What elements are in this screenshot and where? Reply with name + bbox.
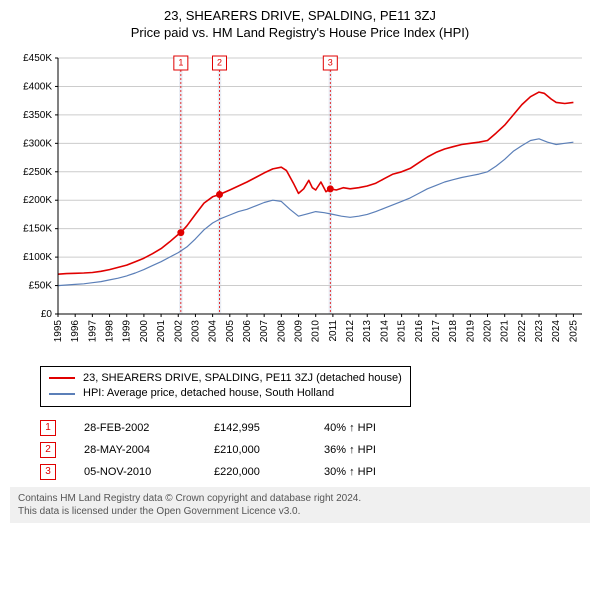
svg-text:2020: 2020 <box>483 319 494 342</box>
sale-date: 28-FEB-2002 <box>84 422 214 434</box>
legend-box: 23, SHEARERS DRIVE, SPALDING, PE11 3ZJ (… <box>40 366 411 407</box>
svg-text:2003: 2003 <box>190 319 201 342</box>
svg-text:1996: 1996 <box>70 319 81 342</box>
svg-text:2012: 2012 <box>345 319 356 342</box>
svg-text:£150K: £150K <box>23 223 52 234</box>
svg-text:2014: 2014 <box>379 319 390 342</box>
svg-text:2006: 2006 <box>242 319 253 342</box>
sale-price: £210,000 <box>214 444 324 456</box>
svg-text:2024: 2024 <box>551 319 562 342</box>
svg-text:2021: 2021 <box>500 319 511 342</box>
svg-text:2000: 2000 <box>139 319 150 342</box>
svg-text:2010: 2010 <box>311 319 322 342</box>
sales-table: 1 28-FEB-2002 £142,995 40% ↑ HPI 2 28-MA… <box>40 417 590 483</box>
svg-text:2023: 2023 <box>534 319 545 342</box>
svg-text:£300K: £300K <box>23 138 52 149</box>
svg-text:1995: 1995 <box>53 319 64 342</box>
svg-text:1998: 1998 <box>105 319 116 342</box>
svg-text:2005: 2005 <box>225 319 236 342</box>
legend-label: HPI: Average price, detached house, Sout… <box>83 386 334 401</box>
svg-text:2025: 2025 <box>568 319 579 342</box>
svg-text:2013: 2013 <box>362 319 373 342</box>
sale-marker-box: 3 <box>40 464 56 480</box>
svg-text:2001: 2001 <box>156 319 167 342</box>
sale-delta: 36% ↑ HPI <box>324 444 444 456</box>
svg-text:1999: 1999 <box>122 319 133 342</box>
svg-text:£250K: £250K <box>23 167 52 178</box>
sales-row: 3 05-NOV-2010 £220,000 30% ↑ HPI <box>40 461 590 483</box>
sale-marker-box: 1 <box>40 420 56 436</box>
legend-row: HPI: Average price, detached house, Sout… <box>49 386 402 401</box>
svg-text:2016: 2016 <box>414 319 425 342</box>
svg-text:£450K: £450K <box>23 53 52 64</box>
sale-delta: 40% ↑ HPI <box>324 422 444 434</box>
svg-text:3: 3 <box>328 57 333 67</box>
legend-swatch <box>49 393 75 395</box>
svg-text:2015: 2015 <box>397 319 408 342</box>
footer-line: Contains HM Land Registry data © Crown c… <box>18 492 582 505</box>
svg-text:2002: 2002 <box>173 319 184 342</box>
chart-svg: £0 £50K £100K £150K £200K £250K £300K £350K £400… <box>10 50 590 360</box>
svg-text:2022: 2022 <box>517 319 528 342</box>
chart-area: £0 £50K £100K £150K £200K £250K £300K £350K £400… <box>10 50 590 360</box>
sales-row: 1 28-FEB-2002 £142,995 40% ↑ HPI <box>40 417 590 439</box>
svg-text:2009: 2009 <box>294 319 305 342</box>
sale-date: 28-MAY-2004 <box>84 444 214 456</box>
svg-text:£350K: £350K <box>23 110 52 121</box>
title-line-1: 23, SHEARERS DRIVE, SPALDING, PE11 3ZJ <box>10 8 590 25</box>
legend-label: 23, SHEARERS DRIVE, SPALDING, PE11 3ZJ (… <box>83 371 402 386</box>
legend-swatch <box>49 377 75 379</box>
svg-text:£400K: £400K <box>23 81 52 92</box>
svg-text:1997: 1997 <box>87 319 98 342</box>
svg-text:2011: 2011 <box>328 319 339 341</box>
svg-text:2018: 2018 <box>448 319 459 342</box>
footer-line: This data is licensed under the Open Gov… <box>18 505 582 518</box>
svg-text:2004: 2004 <box>208 319 219 342</box>
sale-date: 05-NOV-2010 <box>84 466 214 478</box>
sale-price: £220,000 <box>214 466 324 478</box>
legend-row: 23, SHEARERS DRIVE, SPALDING, PE11 3ZJ (… <box>49 371 402 386</box>
svg-text:2: 2 <box>217 57 222 67</box>
page-root: 23, SHEARERS DRIVE, SPALDING, PE11 3ZJ P… <box>0 0 600 529</box>
svg-text:1: 1 <box>178 57 183 67</box>
sale-delta: 30% ↑ HPI <box>324 466 444 478</box>
svg-text:2019: 2019 <box>465 319 476 342</box>
svg-text:£100K: £100K <box>23 252 52 263</box>
footer-box: Contains HM Land Registry data © Crown c… <box>10 487 590 523</box>
svg-text:2007: 2007 <box>259 319 270 342</box>
sale-marker-box: 2 <box>40 442 56 458</box>
svg-text:£200K: £200K <box>23 195 52 206</box>
sale-price: £142,995 <box>214 422 324 434</box>
svg-text:2017: 2017 <box>431 319 442 342</box>
title-line-2: Price paid vs. HM Land Registry's House … <box>10 25 590 42</box>
sales-row: 2 28-MAY-2004 £210,000 36% ↑ HPI <box>40 439 590 461</box>
svg-text:£50K: £50K <box>29 280 53 291</box>
svg-text:£0: £0 <box>41 309 53 320</box>
svg-text:2008: 2008 <box>276 319 287 342</box>
